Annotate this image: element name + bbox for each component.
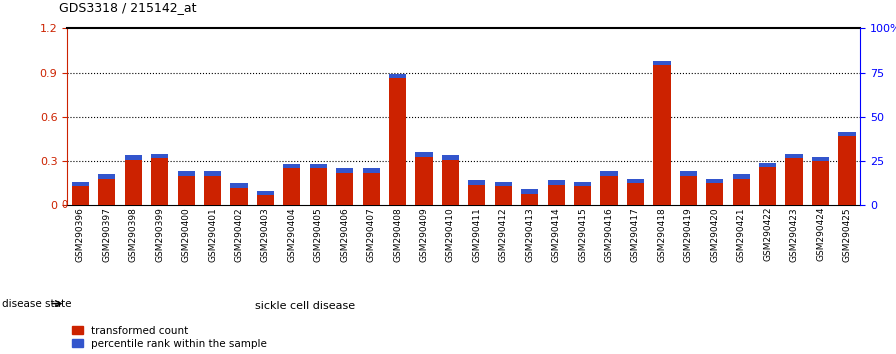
Text: GSM290406: GSM290406: [340, 207, 349, 262]
Bar: [759, 162, 776, 167]
Text: GSM290408: GSM290408: [393, 207, 402, 262]
Text: GSM290414: GSM290414: [552, 207, 561, 262]
Bar: [257, 190, 274, 195]
Bar: [521, 189, 538, 194]
Bar: [733, 175, 750, 179]
Text: GSM290424: GSM290424: [816, 207, 825, 261]
Bar: [336, 169, 353, 173]
Text: control: control: [682, 301, 721, 310]
Text: GSM290401: GSM290401: [208, 207, 217, 262]
Bar: [230, 183, 247, 188]
Bar: [627, 183, 644, 205]
Text: GSM290397: GSM290397: [102, 207, 111, 262]
Text: GSM290415: GSM290415: [578, 207, 587, 262]
Bar: [336, 173, 353, 205]
Bar: [839, 136, 856, 205]
Text: GSM290409: GSM290409: [419, 207, 428, 262]
Bar: [416, 156, 433, 205]
Bar: [151, 158, 168, 205]
Bar: [706, 179, 723, 183]
Bar: [839, 132, 856, 136]
Bar: [389, 79, 406, 205]
Text: sickle cell disease: sickle cell disease: [255, 301, 355, 310]
Bar: [151, 154, 168, 158]
Bar: [706, 183, 723, 205]
Bar: [442, 160, 459, 205]
Bar: [125, 155, 142, 160]
Bar: [733, 179, 750, 205]
Bar: [547, 180, 564, 185]
Bar: [812, 161, 829, 205]
Bar: [812, 156, 829, 161]
Text: GSM290413: GSM290413: [525, 207, 534, 262]
Bar: [230, 188, 247, 205]
Text: disease state: disease state: [2, 298, 72, 309]
Bar: [283, 164, 300, 169]
Text: GSM290418: GSM290418: [658, 207, 667, 262]
Legend: transformed count, percentile rank within the sample: transformed count, percentile rank withi…: [73, 326, 267, 349]
Bar: [653, 65, 670, 205]
Text: GSM290407: GSM290407: [366, 207, 375, 262]
Bar: [521, 194, 538, 205]
Bar: [177, 176, 194, 205]
Bar: [363, 173, 380, 205]
Text: GSM290396: GSM290396: [76, 207, 85, 262]
Bar: [600, 176, 617, 205]
Bar: [574, 186, 591, 205]
Bar: [600, 171, 617, 176]
Bar: [495, 186, 512, 205]
Bar: [389, 74, 406, 79]
Text: GSM290420: GSM290420: [711, 207, 719, 262]
Bar: [72, 186, 89, 205]
Text: GSM290416: GSM290416: [605, 207, 614, 262]
Text: GSM290400: GSM290400: [182, 207, 191, 262]
Bar: [257, 195, 274, 205]
Text: GDS3318 / 215142_at: GDS3318 / 215142_at: [59, 1, 197, 14]
Bar: [204, 176, 221, 205]
Bar: [653, 61, 670, 65]
Bar: [680, 176, 697, 205]
Bar: [469, 185, 486, 205]
Text: GSM290405: GSM290405: [314, 207, 323, 262]
Text: GSM290411: GSM290411: [472, 207, 481, 262]
Bar: [416, 152, 433, 156]
Text: GSM290404: GSM290404: [288, 207, 297, 262]
Bar: [759, 167, 776, 205]
Bar: [72, 182, 89, 186]
Bar: [99, 179, 116, 205]
Bar: [125, 160, 142, 205]
Text: GSM290398: GSM290398: [129, 207, 138, 262]
Bar: [786, 158, 803, 205]
Text: 0: 0: [61, 200, 67, 210]
Text: GSM290425: GSM290425: [842, 207, 851, 262]
Bar: [469, 180, 486, 185]
Bar: [363, 169, 380, 173]
Bar: [310, 169, 327, 205]
Text: GSM290403: GSM290403: [261, 207, 270, 262]
Bar: [310, 164, 327, 169]
Bar: [495, 182, 512, 186]
Bar: [680, 171, 697, 176]
Bar: [627, 179, 644, 183]
Text: GSM290402: GSM290402: [235, 207, 244, 262]
Text: GSM290399: GSM290399: [155, 207, 164, 262]
Text: GSM290419: GSM290419: [684, 207, 693, 262]
Text: GSM290423: GSM290423: [789, 207, 798, 262]
Bar: [99, 175, 116, 179]
Bar: [786, 154, 803, 158]
Text: GSM290417: GSM290417: [631, 207, 640, 262]
Bar: [442, 155, 459, 160]
Text: GSM290410: GSM290410: [446, 207, 455, 262]
Bar: [547, 185, 564, 205]
Bar: [574, 182, 591, 186]
Bar: [283, 169, 300, 205]
Text: GSM290412: GSM290412: [499, 207, 508, 262]
Bar: [204, 171, 221, 176]
Text: GSM290422: GSM290422: [763, 207, 772, 261]
Bar: [177, 171, 194, 176]
Text: GSM290421: GSM290421: [737, 207, 745, 262]
